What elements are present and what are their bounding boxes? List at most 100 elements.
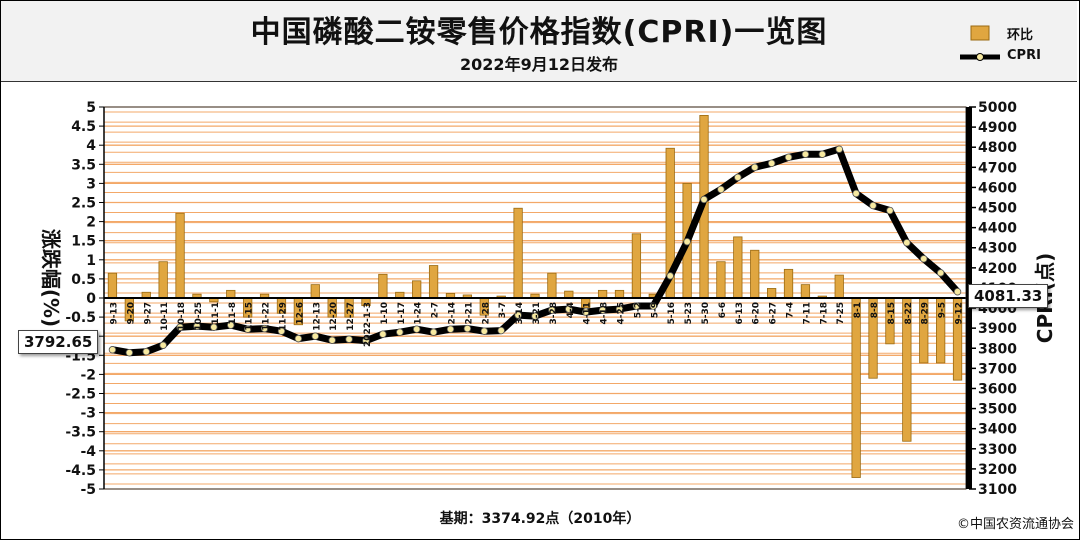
cpri-point-8-15 xyxy=(886,206,894,215)
cpri-point-9-13 xyxy=(108,346,117,354)
x-tick-label: 10-25 xyxy=(194,302,204,331)
chart-header: 中国磷酸二铵零售价格指数(CPRI)一览图 2022年9月12日发布 环比 CP… xyxy=(1,1,1077,82)
cpri-point-5-30 xyxy=(700,195,708,204)
bar-5-2 xyxy=(631,233,642,299)
x-tick-label: 1-17 xyxy=(397,302,407,325)
cpri-point-12-6 xyxy=(294,334,303,343)
left-tick-label: -3 xyxy=(80,406,96,422)
cpri-point-5-9 xyxy=(649,302,658,310)
right-tick-label: 4900 xyxy=(978,120,1017,136)
footer-base-period: 基期：3374.92点（2010年） xyxy=(439,511,641,527)
cpri-point-12-13 xyxy=(311,332,319,340)
cpri-point-5-2 xyxy=(632,302,641,310)
bar-6-13 xyxy=(733,236,743,299)
right-tick-label: 4500 xyxy=(978,201,1017,217)
bar-7-11 xyxy=(800,284,811,299)
x-tick-label: 1-10 xyxy=(380,302,390,325)
legend-line-label: CPRI xyxy=(1007,48,1041,63)
legend-line-swatch xyxy=(960,53,1000,61)
x-tick-label: 12-13 xyxy=(312,302,322,331)
left-tick-label: 4 xyxy=(86,138,96,154)
legend-bar-swatch xyxy=(970,25,990,41)
cpri-point-6-6 xyxy=(717,185,725,194)
right-tick-label: 3300 xyxy=(978,442,1017,458)
left-tick-label: -2 xyxy=(80,367,96,383)
x-tick-label: 11-29 xyxy=(278,302,288,331)
x-tick-label: 5-23 xyxy=(684,302,694,325)
callout-first-value: 3792.65 xyxy=(18,330,99,354)
cpri-point-11-29 xyxy=(277,327,286,335)
bar-10-18 xyxy=(175,212,185,299)
x-tick-label: 4-25 xyxy=(617,302,627,325)
bar-4-18 xyxy=(597,289,608,299)
x-tick-label: 12-27 xyxy=(346,302,356,331)
left-tick-label: -0.5 xyxy=(65,310,96,326)
x-tick-label: 3-28 xyxy=(549,302,559,325)
chart-title: 中国磷酸二铵零售价格指数(CPRI)一览图 xyxy=(250,15,828,50)
left-tick-label: 4.5 xyxy=(71,119,96,135)
bar-9-13 xyxy=(107,272,118,299)
bar-12-13 xyxy=(310,284,320,299)
cpri-point-3-14 xyxy=(514,311,522,319)
x-tick-label: 10-18 xyxy=(177,302,187,331)
legend-item-bar: 环比 xyxy=(957,23,1067,43)
footer-copyright: ©中国农资流通协会 xyxy=(956,517,1074,532)
x-tick-label: 2-14 xyxy=(447,302,457,325)
x-tick-label: 8-1 xyxy=(853,302,863,318)
cpri-point-2-14 xyxy=(446,325,455,333)
x-tick-label: 2-7 xyxy=(431,302,441,318)
y-axis-title-left: 涨跌幅(%) xyxy=(39,229,63,327)
left-tick-label: 0 xyxy=(86,291,96,307)
left-tick-label: 0.5 xyxy=(71,272,96,288)
right-tick-label: 4700 xyxy=(978,160,1017,176)
cpri-point-4-18 xyxy=(598,306,607,314)
bar-7-4 xyxy=(783,268,794,299)
cpri-point-5-16 xyxy=(666,272,674,280)
x-tick-label: 8-15 xyxy=(887,302,897,325)
x-tick-label: 6-27 xyxy=(769,302,779,325)
x-tick-label: 8-8 xyxy=(870,302,880,318)
cpri-point-8-1 xyxy=(852,189,860,198)
x-tick-label: 9-20 xyxy=(126,302,136,325)
legend-item-line: CPRI xyxy=(957,47,1067,67)
left-tick-label: 3 xyxy=(86,176,96,192)
x-tick-label: 6-20 xyxy=(752,302,762,325)
right-tick-label: 4300 xyxy=(978,241,1017,257)
cpri-point-4-11 xyxy=(582,308,590,316)
cpri-point-5-23 xyxy=(683,238,691,246)
cpri-point-10-11 xyxy=(159,341,167,349)
x-tick-label: 1-24 xyxy=(414,302,424,325)
x-tick-label: 9-27 xyxy=(143,302,153,325)
x-tick-label: 5-9 xyxy=(650,302,660,318)
x-tick-label: 4-11 xyxy=(583,302,593,325)
x-tick-label: 12-20 xyxy=(329,302,339,331)
cpri-point-2-21 xyxy=(463,324,472,333)
cpri-point-8-8 xyxy=(869,201,877,210)
x-tick-label: 3-21 xyxy=(532,302,542,325)
cpri-point-9-20 xyxy=(125,348,134,357)
cpri-point-12-27 xyxy=(345,335,353,343)
left-tick-label: -4 xyxy=(80,444,96,460)
cpri-point-6-20 xyxy=(751,163,759,172)
bar-3-28 xyxy=(547,272,557,299)
bar-10-11 xyxy=(158,261,168,299)
bar-6-20 xyxy=(750,249,760,299)
cpri-point-9-5 xyxy=(936,269,945,277)
x-tick-label: 8-22 xyxy=(904,302,914,325)
chart-subtitle: 2022年9月12日发布 xyxy=(460,55,618,74)
right-tick-label: 3700 xyxy=(978,361,1017,377)
cpri-point-3-21 xyxy=(531,312,539,320)
cpri-point-1-10 xyxy=(379,330,387,338)
cpri-point-11-22 xyxy=(260,324,269,333)
cpri-point-8-29 xyxy=(920,255,928,263)
x-tick-label: 5-16 xyxy=(667,302,677,325)
left-tick-label: -3.5 xyxy=(65,425,96,441)
cpri-point-7-25 xyxy=(835,145,843,153)
left-tick-label: 3.5 xyxy=(71,157,96,173)
left-tick-label: 2 xyxy=(86,215,96,231)
cpri-point-11-8 xyxy=(227,321,235,329)
bar-1-10 xyxy=(378,273,388,299)
x-tick-label: 8-29 xyxy=(921,302,931,325)
x-tick-label: 11-1 xyxy=(211,302,221,325)
right-tick-label: 3200 xyxy=(978,462,1017,478)
